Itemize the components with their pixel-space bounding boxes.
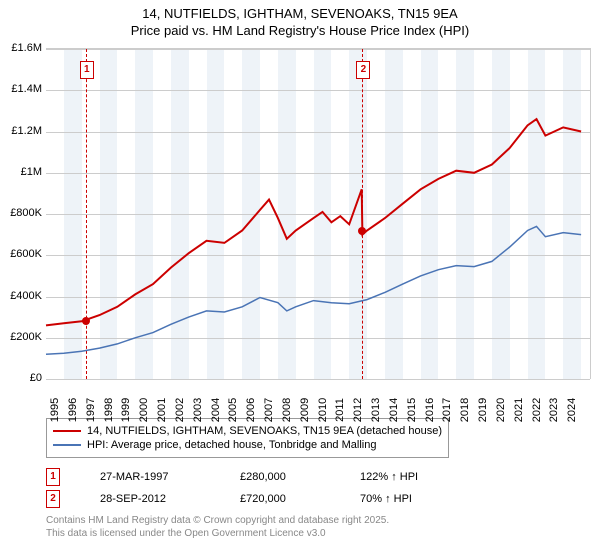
legend-row: 14, NUTFIELDS, IGHTHAM, SEVENOAKS, TN15 …: [53, 425, 442, 437]
sale-row: 2 28-SEP-2012 £720,000 70% ↑ HPI: [46, 490, 418, 508]
legend-box: 14, NUTFIELDS, IGHTHAM, SEVENOAKS, TN15 …: [46, 418, 449, 458]
legend-label: HPI: Average price, detached house, Tonb…: [87, 439, 376, 451]
x-axis-label: 1998: [103, 398, 115, 422]
sale-date: 28-SEP-2012: [100, 493, 200, 505]
y-axis-label: £1M: [0, 166, 42, 178]
x-axis-label: 2020: [495, 398, 507, 422]
x-axis-label: 2024: [566, 398, 578, 422]
legend-swatch: [53, 430, 81, 432]
x-axis-label: 2004: [210, 398, 222, 422]
x-axis-label: 2007: [263, 398, 275, 422]
x-axis-label: 1997: [85, 398, 97, 422]
x-axis-label: 2003: [192, 398, 204, 422]
sale-row-marker: 2: [46, 490, 60, 508]
series-hpi: [46, 226, 581, 354]
copyright-text: Contains HM Land Registry data © Crown c…: [46, 514, 389, 540]
y-axis-label: £1.6M: [0, 42, 42, 54]
copyright-line-2: This data is licensed under the Open Gov…: [46, 527, 389, 540]
x-axis-label: 2005: [227, 398, 239, 422]
series-price_paid: [46, 119, 581, 325]
sale-price: £280,000: [240, 471, 320, 483]
sale-date: 27-MAR-1997: [100, 471, 200, 483]
x-axis-label: 2017: [441, 398, 453, 422]
x-axis-label: 2016: [424, 398, 436, 422]
y-axis-label: £1.4M: [0, 83, 42, 95]
copyright-line-1: Contains HM Land Registry data © Crown c…: [46, 514, 389, 527]
chart-title: 14, NUTFIELDS, IGHTHAM, SEVENOAKS, TN15 …: [0, 0, 600, 42]
x-axis-label: 2015: [406, 398, 418, 422]
gridline: [46, 379, 590, 380]
x-axis-label: 2012: [352, 398, 364, 422]
x-axis-label: 1995: [49, 398, 61, 422]
x-axis-label: 2014: [388, 398, 400, 422]
sale-row-marker: 1: [46, 468, 60, 486]
x-axis-label: 2022: [531, 398, 543, 422]
y-axis-label: £0: [0, 372, 42, 384]
title-line-2: Price paid vs. HM Land Registry's House …: [0, 23, 600, 40]
x-axis-label: 2019: [477, 398, 489, 422]
y-axis-label: £1.2M: [0, 125, 42, 137]
sale-row: 1 27-MAR-1997 £280,000 122% ↑ HPI: [46, 468, 418, 486]
title-line-1: 14, NUTFIELDS, IGHTHAM, SEVENOAKS, TN15 …: [0, 6, 600, 23]
chart-container: 14, NUTFIELDS, IGHTHAM, SEVENOAKS, TN15 …: [0, 0, 600, 560]
x-axis-label: 2018: [459, 398, 471, 422]
y-axis-label: £600K: [0, 248, 42, 260]
x-axis-label: 2002: [174, 398, 186, 422]
sales-table: 1 27-MAR-1997 £280,000 122% ↑ HPI 2 28-SEP-20…: [46, 464, 418, 512]
x-axis-label: 2006: [245, 398, 257, 422]
y-axis-label: £200K: [0, 331, 42, 343]
x-axis-label: 2021: [513, 398, 525, 422]
y-axis-label: £800K: [0, 207, 42, 219]
sale-price: £720,000: [240, 493, 320, 505]
x-axis-label: 2008: [281, 398, 293, 422]
series-svg: [46, 49, 590, 379]
legend-row: HPI: Average price, detached house, Tonb…: [53, 439, 442, 451]
x-axis-label: 2011: [334, 398, 346, 422]
legend-swatch: [53, 444, 81, 446]
x-axis-label: 2023: [548, 398, 560, 422]
x-axis-label: 1999: [120, 398, 132, 422]
x-axis-label: 2000: [138, 398, 150, 422]
sale-delta: 70% ↑ HPI: [360, 493, 412, 505]
x-axis-label: 2009: [299, 398, 311, 422]
x-axis-label: 1996: [67, 398, 79, 422]
x-axis-label: 2010: [317, 398, 329, 422]
x-axis-label: 2001: [156, 398, 168, 422]
legend-label: 14, NUTFIELDS, IGHTHAM, SEVENOAKS, TN15 …: [87, 425, 442, 437]
y-axis-label: £400K: [0, 290, 42, 302]
sale-delta: 122% ↑ HPI: [360, 471, 418, 483]
x-axis-label: 2013: [370, 398, 382, 422]
plot-area: 12: [46, 48, 591, 379]
